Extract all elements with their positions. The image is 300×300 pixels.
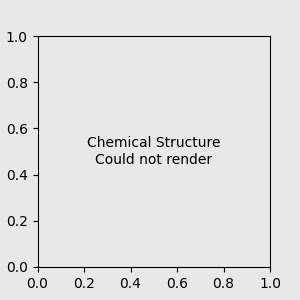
Text: Chemical Structure
Could not render: Chemical Structure Could not render xyxy=(87,136,220,166)
